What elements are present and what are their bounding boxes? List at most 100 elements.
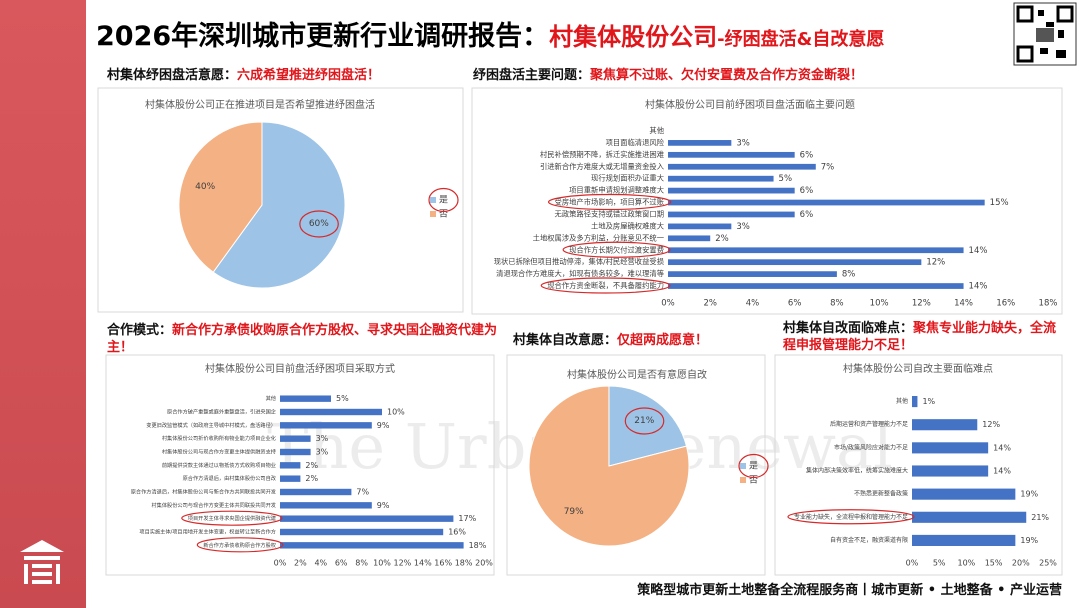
legend-swatch	[430, 211, 436, 217]
bar	[280, 475, 301, 482]
bar	[912, 442, 989, 454]
value-label: 5%	[336, 394, 349, 403]
highlight-ring	[181, 510, 283, 526]
bar	[912, 511, 1027, 523]
category-label: 市场/政策风险应对能力不足	[834, 443, 908, 451]
heading-highlight: 聚焦专业能力缺失，全流程申报管理能力不足！	[783, 321, 1057, 353]
x-tick-label: 0%	[661, 299, 675, 309]
bar	[668, 140, 732, 146]
highlight-ring	[562, 241, 671, 258]
x-tick-label: 18%	[1039, 299, 1058, 309]
bar	[668, 223, 732, 230]
category-label: 原合作方清退后，村集体股份公司与新合作方共同联投共同开发	[131, 488, 276, 496]
bar	[280, 542, 464, 549]
x-tick-label: 6%	[335, 559, 348, 568]
x-tick-label: 18%	[455, 559, 473, 568]
value-label: 6%	[800, 210, 814, 220]
heading-label: 村集体纾困盘活意愿：	[107, 68, 238, 83]
value-label: 19%	[1020, 536, 1038, 545]
highlight-ring	[787, 509, 915, 525]
category-label: 村集体股份公司折价收购所有物业能力项目企业化	[162, 434, 276, 442]
section-heading: 合作模式：新合作方承债收购原合作方股权、寻求央国企融资代建为主！	[107, 322, 499, 356]
bar	[280, 502, 372, 509]
category-label: 其他	[266, 394, 276, 402]
value-label: 14%	[969, 282, 988, 292]
x-tick-label: 0%	[274, 559, 287, 568]
category-label: 项目重新申请规划调整难度大	[569, 186, 664, 195]
category-label: 变更旧改监管模式（如政府主导城中村模式，盘活路径）	[146, 421, 276, 429]
section-heading: 纾困盘活主要问题：聚焦算不过账、欠付安置费及合作方资金断裂！	[473, 67, 863, 84]
bar	[912, 534, 1016, 546]
x-tick-label: 10%	[373, 559, 391, 568]
value-label: 17%	[458, 514, 476, 523]
category-label: 不熟悉更新整备政策	[854, 490, 908, 498]
value-label: 5%	[779, 174, 793, 184]
x-tick-label: 16%	[996, 299, 1015, 309]
heading-label: 村集体自改面临难点：	[783, 321, 914, 336]
legend-label: 否	[749, 475, 758, 486]
chart-frame	[774, 354, 1063, 576]
value-label: 6%	[800, 186, 814, 196]
legend-swatch	[740, 477, 746, 483]
category-label: 清退现合作方难度大，如现有债务较多，难以理清等	[496, 269, 664, 278]
value-label: 3%	[316, 434, 329, 443]
bar	[912, 396, 918, 408]
value-label: 6%	[800, 150, 814, 160]
bar	[280, 435, 311, 442]
chart-title: 村集体股份公司目前盘活纾困项目采取方式	[205, 362, 395, 375]
highlight-ring	[624, 407, 665, 435]
pie-slice	[528, 385, 690, 547]
legend-swatch	[430, 197, 436, 203]
bar	[668, 235, 711, 242]
x-tick-label: 4%	[746, 299, 760, 309]
bar	[668, 187, 795, 194]
value-label: 18%	[469, 541, 487, 550]
category-label: 村集体股份公司与现合作方变更主体共同联投共同开发	[151, 501, 276, 509]
highlight-ring	[428, 187, 459, 213]
bar	[280, 462, 301, 469]
chart-title: 村集体股份公司正在推进项目是否希望推进纾困盘活	[145, 98, 375, 111]
highlight-ring	[547, 193, 672, 211]
x-tick-label: 0%	[906, 559, 919, 568]
legend-label: 是	[439, 195, 448, 206]
highlight-ring	[299, 210, 339, 238]
category-label: 其他	[649, 126, 664, 135]
bar	[912, 488, 1016, 500]
x-tick-label: 4%	[314, 559, 327, 568]
value-label: 16%	[448, 528, 466, 537]
bar	[668, 199, 985, 206]
x-tick-label: 20%	[475, 559, 493, 568]
x-tick-label: 6%	[788, 299, 802, 309]
category-label: 现状已拆除但项目推动停滞，集体/村民经营收益受损	[494, 257, 665, 266]
x-tick-label: 10%	[870, 299, 889, 309]
bar	[280, 515, 454, 522]
category-label: 项目开发主体寻求央国企提供融资代建	[188, 514, 276, 522]
heading-label: 合作模式：	[107, 323, 173, 338]
bar	[668, 211, 795, 218]
value-label: 12%	[982, 420, 1000, 429]
category-label: 原合作方清退后，由村集体股份公司自改	[183, 474, 277, 482]
category-label: 项目实施主体/项目用地开发主体变更，权益转让至新合作方	[139, 528, 276, 536]
pie-slice	[178, 121, 263, 273]
bar	[668, 163, 816, 170]
bar	[668, 283, 964, 289]
value-label: 2%	[305, 474, 318, 483]
category-label: 现合作方长期欠付过渡安置费	[569, 245, 664, 254]
bar	[668, 259, 922, 266]
category-label: 项目面临清退风险	[606, 138, 665, 147]
x-tick-label: 12%	[912, 299, 931, 309]
chart-title: 村集体股份公司是否有意愿自改	[567, 368, 707, 381]
category-label: 无政策路径支持或错过政策窗口期	[555, 209, 664, 218]
title-subtitle: -纾困盘活&自改意愿	[717, 29, 885, 50]
heading-label: 村集体自改意愿：	[513, 333, 618, 348]
category-label: 土地权属涉及多方利益，分账意见不统一	[533, 233, 664, 242]
x-tick-label: 15%	[985, 559, 1003, 568]
heading-highlight: 新合作方承债收购原合作方股权、寻求央国企融资代建为主！	[107, 323, 498, 355]
x-tick-label: 20%	[1012, 559, 1030, 568]
highlight-ring	[738, 453, 769, 479]
x-tick-label: 2%	[294, 559, 307, 568]
value-label: 2%	[305, 461, 318, 470]
value-label: 12%	[926, 258, 945, 268]
category-label: 其他	[896, 397, 908, 405]
value-label: 79%	[564, 507, 584, 517]
